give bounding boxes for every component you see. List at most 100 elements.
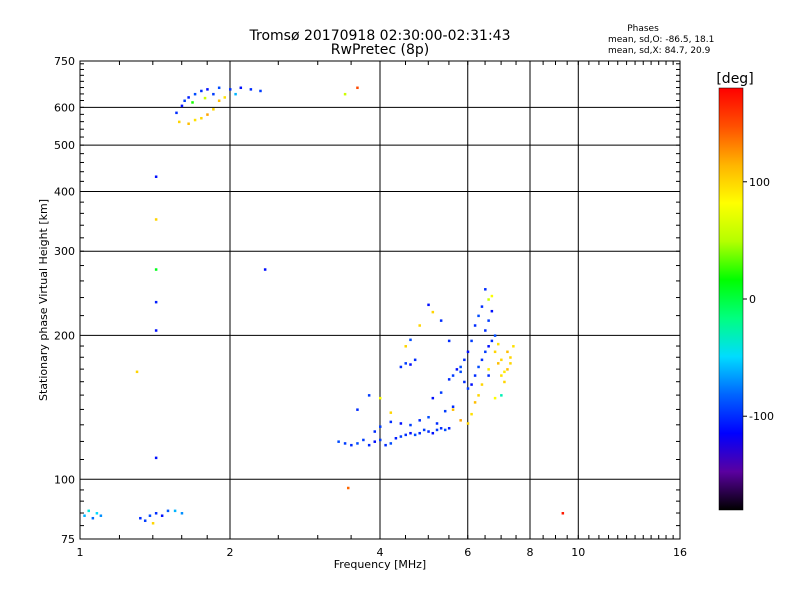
- y-tick-labels: 75 100 200 300 400 500 600 750: [54, 55, 75, 546]
- data-point: [413, 358, 417, 362]
- data-point: [480, 358, 484, 362]
- data-point: [343, 442, 347, 445]
- data-point: [435, 422, 439, 425]
- data-point: [506, 368, 509, 371]
- data-point: [418, 324, 421, 327]
- data-point: [427, 303, 430, 307]
- data-point: [175, 111, 178, 115]
- data-point: [503, 370, 506, 374]
- data-points: [83, 86, 565, 525]
- data-point: [217, 99, 221, 103]
- x-axis-label: Frequency [MHz]: [334, 558, 426, 571]
- chart-title: Tromsø 20170918 02:30:00-02:31:43: [249, 28, 511, 44]
- data-point: [399, 422, 403, 425]
- y-tick-label: 500: [54, 139, 75, 152]
- x-tick-label: 10: [571, 546, 585, 559]
- x-tick-label: 16: [673, 546, 687, 559]
- x-tick-label: 6: [464, 546, 471, 559]
- data-point: [435, 428, 439, 432]
- data-point: [212, 108, 215, 111]
- data-point: [470, 412, 473, 416]
- data-point: [422, 428, 426, 432]
- data-point: [200, 116, 203, 120]
- data-point: [154, 329, 158, 332]
- data-point: [487, 319, 490, 322]
- data-point: [99, 514, 103, 517]
- data-point: [487, 345, 490, 348]
- data-point: [447, 427, 451, 430]
- colorbar-tick-label: 0: [749, 293, 756, 306]
- data-point: [379, 438, 382, 442]
- data-point: [180, 104, 184, 108]
- data-point: [394, 436, 398, 440]
- data-point: [337, 440, 340, 443]
- x-tick-label: 8: [527, 546, 534, 559]
- data-point: [206, 113, 209, 116]
- data-point: [451, 374, 455, 377]
- y-axis-label: Stationary phase Virtual Height [km]: [37, 199, 50, 401]
- data-point: [427, 415, 430, 419]
- data-point: [356, 442, 359, 445]
- data-point: [166, 509, 170, 513]
- data-point: [160, 514, 164, 517]
- data-point: [212, 92, 215, 96]
- data-point: [470, 339, 473, 343]
- data-point: [427, 430, 430, 433]
- y-tick-label: 400: [54, 185, 75, 198]
- data-point: [439, 427, 443, 430]
- data-point: [187, 122, 190, 126]
- data-point: [466, 422, 470, 425]
- y-tick-label: 100: [54, 473, 75, 486]
- data-point: [389, 420, 393, 424]
- data-point: [459, 419, 462, 422]
- data-point: [484, 350, 487, 354]
- data-point: [512, 345, 515, 348]
- colorbar-tick-label: 100: [749, 176, 770, 189]
- data-point: [480, 383, 484, 386]
- data-point: [463, 358, 466, 362]
- data-point: [477, 314, 480, 318]
- data-point: [223, 96, 227, 99]
- data-point: [418, 431, 421, 435]
- y-tick-label: 75: [61, 533, 75, 546]
- data-point: [91, 516, 95, 520]
- data-point: [455, 368, 459, 371]
- data-point: [389, 411, 393, 414]
- chart-subtitle: RwPretec (8p): [331, 42, 429, 58]
- data-point: [466, 350, 470, 354]
- data-point: [379, 396, 382, 400]
- stats-line-x: mean, sd,X: 84.7, 20.9: [608, 46, 711, 56]
- data-point: [206, 88, 209, 91]
- data-point: [487, 374, 490, 377]
- data-point: [409, 431, 412, 435]
- data-point: [443, 409, 447, 413]
- data-point: [373, 430, 377, 433]
- data-point: [484, 329, 487, 332]
- data-point: [187, 96, 190, 99]
- data-point: [404, 345, 407, 348]
- data-point: [477, 394, 480, 397]
- data-point: [379, 425, 382, 428]
- data-point: [249, 88, 253, 91]
- data-point: [459, 365, 462, 369]
- data-point: [148, 514, 152, 517]
- stats-heading: Phases: [627, 24, 659, 34]
- data-point: [493, 396, 497, 400]
- data-point: [83, 514, 86, 517]
- data-point: [413, 433, 417, 437]
- data-point: [487, 368, 490, 371]
- data-point: [180, 512, 184, 515]
- data-point: [484, 288, 487, 291]
- grid-lines: [80, 61, 680, 539]
- data-point: [362, 438, 365, 442]
- data-point: [431, 310, 435, 314]
- stats-line-o: mean, sd,O: -86.5, 18.1: [608, 35, 714, 45]
- y-tick-label: 300: [54, 245, 75, 258]
- data-point: [496, 362, 500, 365]
- data-point: [443, 428, 447, 432]
- data-point: [193, 92, 197, 96]
- data-point: [154, 175, 158, 178]
- x-tick-labels: 1 2 4 6 8 10 16: [77, 546, 688, 559]
- data-point: [466, 387, 470, 390]
